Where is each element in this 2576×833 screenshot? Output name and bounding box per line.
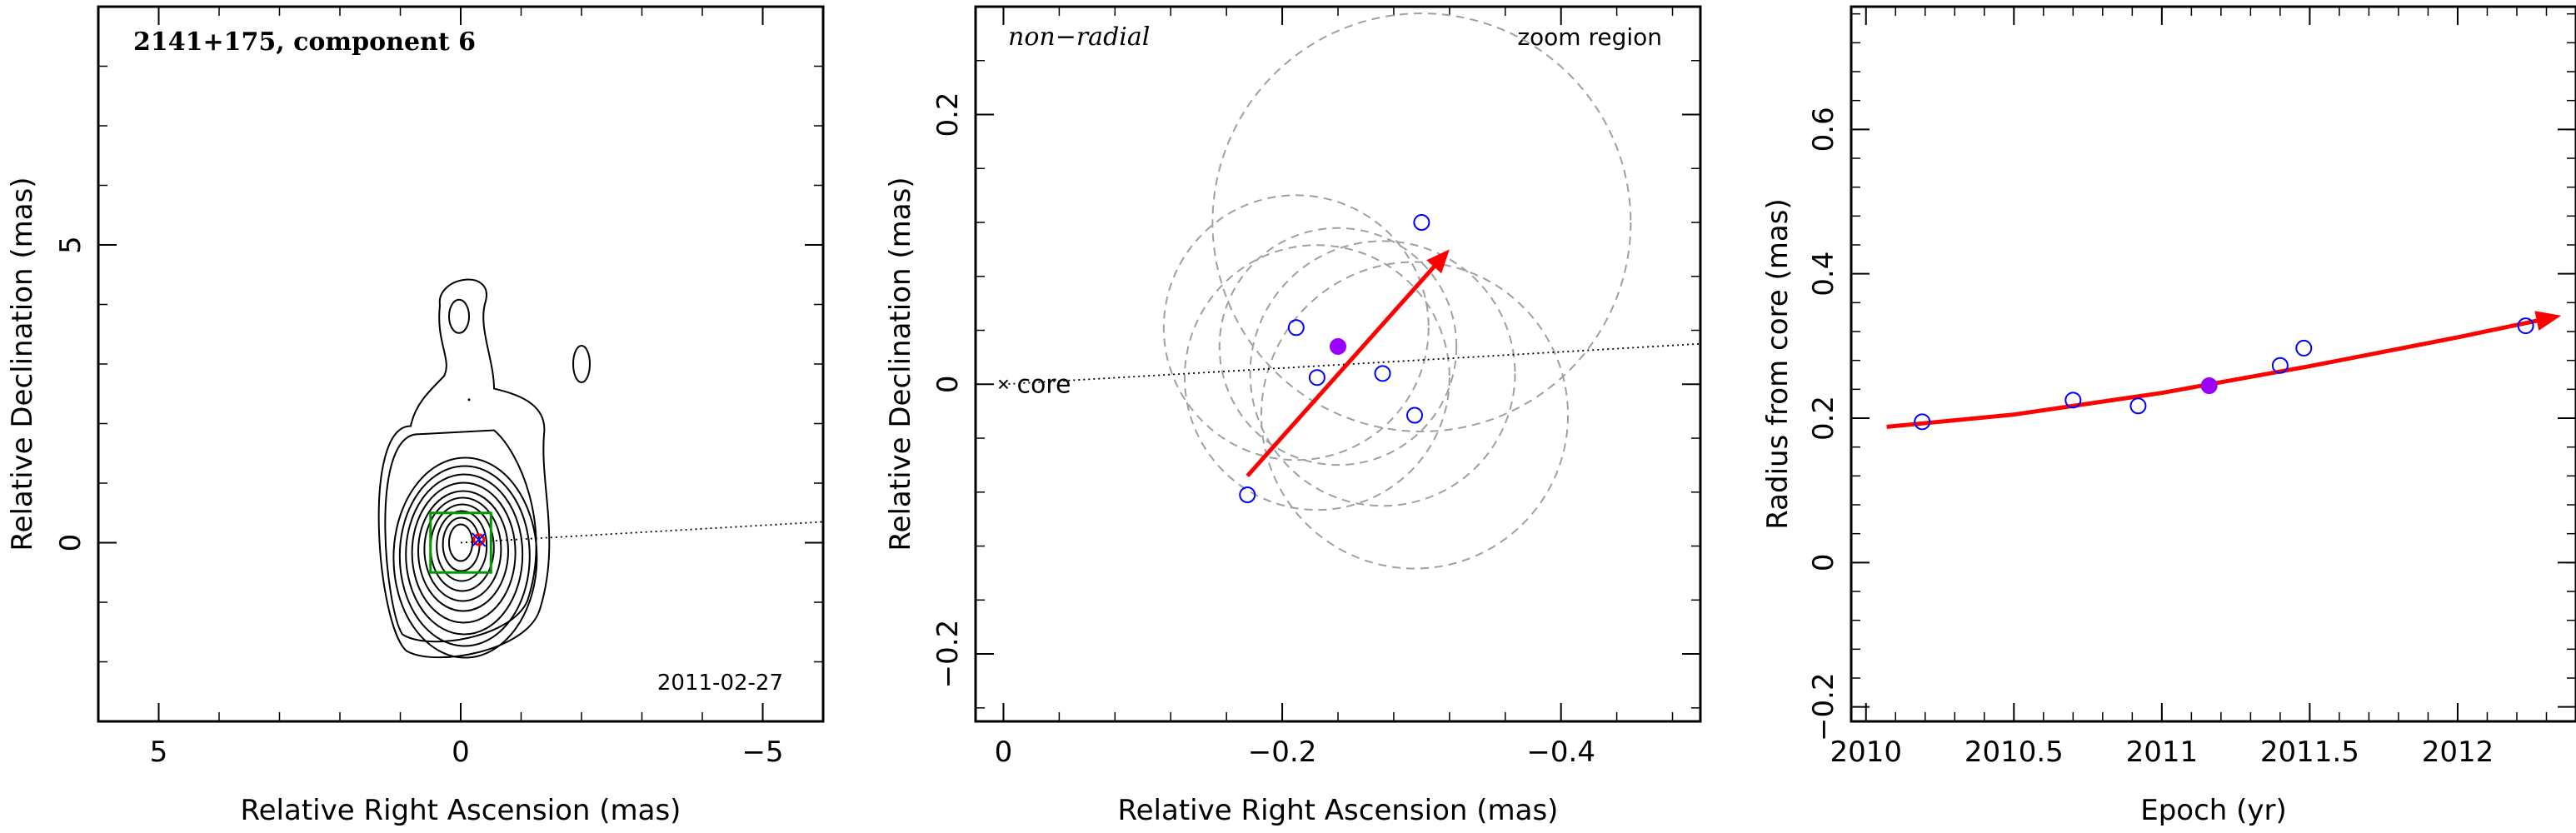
x-tick-label: 2012: [2422, 736, 2494, 769]
y-tick-label: 0: [1807, 554, 1840, 572]
zoom-panel: non−radial zoom region Relative Right As…: [884, 5, 1702, 827]
contour-panel: 2141+175, component 6 2011-02-27 Relativ…: [6, 5, 825, 827]
data-point: [1406, 407, 1424, 424]
panel1-overlay: [429, 511, 824, 574]
panel2-xlabel: Relative Right Ascension (mas): [1118, 794, 1559, 827]
contour-line: [436, 510, 488, 582]
data-point: [2295, 339, 2313, 357]
x-tick-label: −5: [741, 736, 783, 769]
data-point: [1413, 214, 1430, 232]
y-tick-label: 5: [54, 236, 87, 254]
x-tick-label: 2010.5: [1964, 736, 2064, 769]
contour-line: [392, 456, 538, 659]
panel1-xlabel: Relative Right Ascension (mas): [241, 794, 681, 827]
panel3-frame: [1850, 5, 2576, 723]
panel2-marks: [998, 214, 1701, 504]
fit-curve: [1886, 317, 2546, 429]
panel2-ylabel: Relative Declination (mas): [884, 177, 917, 551]
panel3-ticks: 2010 2010.5 2011 2011.5 2012 −0.2 0 0.2 0.4 0.6: [1807, 7, 2576, 769]
uncertainty-circle: [1162, 194, 1430, 461]
panel3-xlabel: Epoch (yr): [2140, 794, 2287, 827]
data-point: [1308, 369, 1325, 387]
x-tick-label: −0.4: [1526, 736, 1595, 769]
uncertainty-circle: [1183, 244, 1450, 511]
fit-arrow-head: [2534, 311, 2562, 331]
uncertainty-circle: [1218, 227, 1458, 466]
y-tick-label: 0.2: [1807, 396, 1840, 441]
panel1-ylabel: Relative Declination (mas): [6, 177, 39, 551]
data-point: [2129, 397, 2147, 415]
panel2-frame: [974, 5, 1702, 723]
core-direction-line: [1003, 342, 1701, 386]
core-cross: [472, 532, 487, 547]
highlight-point: [2200, 377, 2218, 394]
highlight-point: [1330, 337, 1346, 355]
x-tick-label: 0: [452, 736, 470, 769]
data-point: [2064, 392, 2082, 409]
uncertainty-circle: [1211, 12, 1632, 432]
contour-line: [398, 465, 531, 647]
y-tick-label: 0.2: [931, 92, 965, 137]
motion-arrow: [1246, 259, 1441, 478]
panel3-marks: [1886, 311, 2562, 431]
y-tick-label: 0: [54, 534, 87, 552]
contour-line: [448, 298, 470, 334]
contour-line: [384, 429, 537, 643]
contour-dot: [467, 398, 471, 402]
zoom-box: [429, 511, 492, 574]
data-point: [1374, 365, 1391, 382]
x-tick-label: 2010: [1830, 736, 1902, 769]
data-point: [1239, 486, 1256, 504]
data-point: [1914, 413, 1931, 431]
x-tick-label: 2011.5: [2260, 736, 2359, 769]
uncertainty-circle: [1260, 261, 1570, 570]
core-cross: [998, 379, 1009, 389]
panel1-contours: [377, 278, 591, 659]
contour-line: [423, 496, 502, 602]
contour-line: [405, 473, 524, 636]
y-tick-label: 0.6: [1807, 107, 1840, 152]
panel1-date-label: 2011-02-27: [657, 671, 783, 696]
contour-line: [377, 278, 551, 659]
y-tick-label: −0.2: [1807, 672, 1840, 741]
x-tick-label: 5: [150, 736, 168, 769]
panel1-ticks: 5 0 −5 0 5: [54, 6, 824, 769]
panel2-ticks: 0 −0.2 −0.4 −0.2 0 0.2: [931, 7, 1700, 769]
panel2-zoom-label: zoom region: [1517, 23, 1662, 51]
motion-arrow-head: [1426, 249, 1450, 274]
radius-panel: Epoch (yr) Radius from core (mas) 2010 20…: [1761, 5, 2576, 827]
data-point: [2517, 317, 2534, 335]
contour-line: [572, 345, 591, 383]
panel2-error-circles: [1162, 12, 1632, 570]
data-point: [1287, 319, 1305, 337]
panel2-core-label: core: [1016, 370, 1071, 399]
y-tick-label: 0.4: [1807, 252, 1840, 297]
x-tick-label: −0.2: [1248, 736, 1317, 769]
x-tick-label: 2011: [2126, 736, 2199, 769]
y-tick-label: −0.2: [931, 620, 965, 689]
component-marker: [472, 533, 486, 546]
panel1-frame: [97, 5, 825, 723]
contour-line: [417, 490, 509, 612]
core-direction-line: [460, 521, 824, 544]
contour-line: [411, 481, 517, 624]
panel2-title: non−radial: [1008, 22, 1150, 52]
y-tick-label: 0: [931, 375, 965, 393]
uncertainty-circle: [1249, 240, 1516, 507]
panel3-ylabel: Radius from core (mas): [1761, 198, 1795, 529]
panel1-title: 2141+175, component 6: [133, 27, 476, 57]
data-point: [2271, 357, 2289, 374]
x-tick-label: 0: [995, 736, 1013, 769]
